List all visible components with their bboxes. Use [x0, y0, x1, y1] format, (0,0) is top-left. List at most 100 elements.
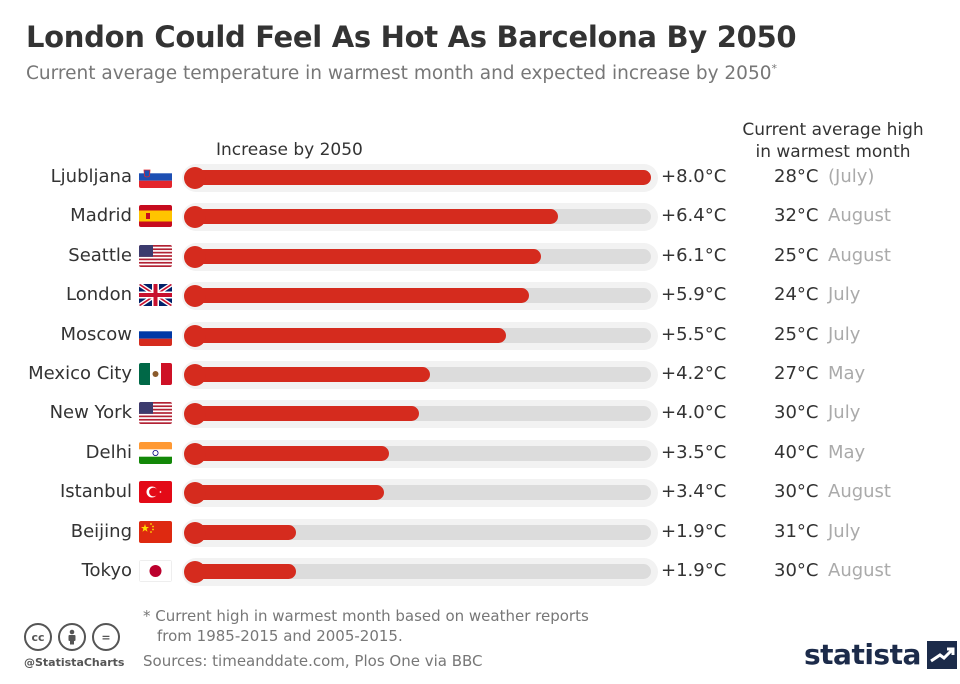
chart-row: Mexico City +4.2°C 27°C May: [0, 355, 960, 394]
logo-text: statista: [804, 638, 921, 671]
current-high-value: 30°C: [774, 481, 819, 503]
increase-value-label: +3.5°C: [661, 441, 727, 463]
bar-track: [186, 524, 651, 540]
thermometer-bulb: [184, 482, 206, 505]
flag-slovenia-icon: [139, 166, 172, 188]
chart-row: Moscow +5.5°C 25°C July: [0, 316, 960, 355]
license-icons: cc =: [24, 623, 120, 651]
chart-subtitle: Current average temperature in warmest m…: [26, 62, 777, 84]
flag-uk-icon: [139, 284, 172, 307]
bar: [186, 288, 529, 304]
bar: [186, 209, 558, 225]
warmest-month-label: August: [828, 560, 891, 581]
chart-row: Istanbul +3.4°C 30°C August: [0, 473, 960, 512]
city-label: Madrid: [70, 205, 132, 227]
bar: [186, 170, 651, 185]
statista-logo: statista: [804, 638, 957, 671]
current-high-value: 27°C: [774, 363, 819, 384]
thermometer-bulb: [184, 521, 206, 544]
current-high-value: 32°C: [774, 205, 819, 227]
flag-japan-icon: [139, 560, 172, 582]
warmest-month-label: August: [828, 205, 891, 227]
twitter-handle: @StatistaCharts: [24, 656, 125, 669]
increase-value-label: +4.0°C: [661, 402, 727, 424]
bar: [186, 524, 297, 540]
current-high-value: 28°C: [774, 166, 819, 187]
warmest-month-label: July: [828, 323, 861, 345]
chart-row: Tokyo +1.9°C 30°C August: [0, 552, 960, 591]
thermometer-bulb: [184, 403, 206, 426]
footnote: * Current high in warmest month based on…: [143, 606, 589, 646]
warmest-month-label: July: [828, 402, 861, 424]
thermometer-bulb: [184, 561, 206, 583]
subtitle-text: Current average temperature in warmest m…: [26, 63, 772, 85]
warmest-month-label: (July): [828, 166, 875, 187]
bar: [186, 485, 384, 501]
chart-row: Beijing +1.9°C 31°C July: [0, 513, 960, 552]
bar-track: [186, 564, 651, 579]
flag-usa-icon: [139, 244, 172, 267]
chart-row: Seattle +6.1°C 25°C August: [0, 237, 960, 276]
sources: Sources: timeanddate.com, Plos One via B…: [143, 652, 483, 670]
increase-value-label: +4.2°C: [661, 363, 727, 384]
chart-row: London +5.9°C 24°C July: [0, 276, 960, 315]
chart-row: Madrid +6.4°C 32°C August: [0, 197, 960, 236]
flag-mexico-icon: [139, 363, 172, 385]
no-derivatives-icon: =: [92, 623, 120, 651]
city-label: Istanbul: [59, 481, 132, 503]
current-high-value: 25°C: [774, 244, 819, 266]
thermometer-bulb: [184, 167, 206, 189]
city-label: New York: [49, 402, 132, 424]
bar: [186, 327, 506, 343]
warmest-month-label: July: [828, 520, 861, 542]
increase-value-label: +8.0°C: [661, 166, 727, 187]
flag-india-icon: [139, 441, 172, 464]
flag-russia-icon: [139, 323, 172, 346]
increase-value-label: +1.9°C: [661, 520, 727, 542]
bar: [186, 367, 431, 382]
city-label: Ljubljana: [50, 166, 132, 187]
flag-turkey-icon: [139, 481, 172, 504]
increase-value-label: +1.9°C: [661, 560, 727, 581]
increase-value-label: +6.1°C: [661, 244, 727, 266]
bar: [186, 564, 297, 579]
thermometer-bulb: [184, 324, 206, 347]
increase-value-label: +5.9°C: [661, 284, 727, 306]
city-label: London: [66, 284, 132, 306]
flag-usa-icon: [139, 402, 172, 425]
current-high-column-header: Current average high in warmest month: [722, 119, 944, 163]
current-high-value: 24°C: [774, 284, 819, 306]
city-label: Mexico City: [28, 363, 132, 384]
subtitle-footnote-mark: *: [771, 62, 778, 75]
footnote-line1: * Current high in warmest month based on…: [143, 607, 589, 625]
thermometer-bulb: [184, 442, 206, 465]
chart-row: New York +4.0°C 30°C July: [0, 394, 960, 433]
thermometer-bulb: [184, 364, 206, 386]
current-high-value: 40°C: [774, 441, 819, 463]
thermometer-bulb: [184, 206, 206, 229]
thermometer-bulb: [184, 245, 206, 268]
current-high-value: 25°C: [774, 323, 819, 345]
increase-value-label: +3.4°C: [661, 481, 727, 503]
increase-value-label: +5.5°C: [661, 323, 727, 345]
chart-title: London Could Feel As Hot As Barcelona By…: [26, 20, 797, 54]
footnote-line2: from 1985-2015 and 2005-2015.: [157, 627, 403, 645]
current-high-header-line2: in warmest month: [755, 142, 911, 162]
bar: [186, 248, 541, 264]
flag-china-icon: [139, 520, 172, 543]
warmest-month-label: August: [828, 481, 891, 503]
increase-value-label: +6.4°C: [661, 205, 727, 227]
bar: [186, 445, 390, 461]
chart-row: Ljubljana +8.0°C 28°C (July): [0, 158, 960, 197]
logo-mark-icon: [926, 640, 957, 669]
thermometer-bulb: [184, 285, 206, 308]
city-label: Seattle: [68, 244, 132, 266]
current-high-header-line1: Current average high: [742, 120, 924, 140]
bar: [186, 406, 419, 422]
current-high-value: 31°C: [774, 520, 819, 542]
cc-icon: cc: [24, 623, 52, 651]
warmest-month-label: May: [828, 363, 866, 384]
current-high-value: 30°C: [774, 560, 819, 581]
warmest-month-label: August: [828, 244, 891, 266]
current-high-value: 30°C: [774, 402, 819, 424]
